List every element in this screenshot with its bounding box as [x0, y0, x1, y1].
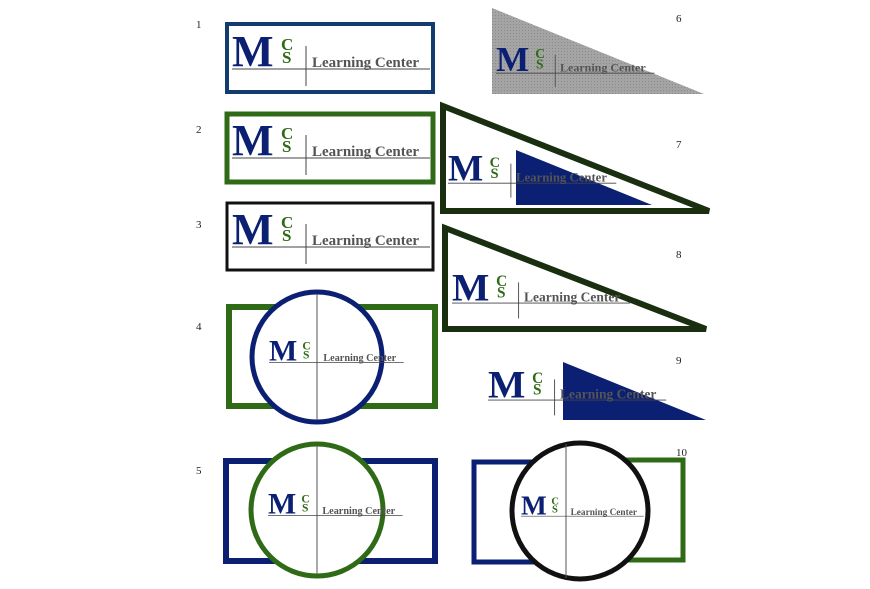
logo-letter-c: C [535, 46, 545, 61]
triangle [563, 362, 706, 420]
variant-number-7: 7 [676, 139, 682, 151]
variant-7-outlined-triangle-navy: M CS Learning Center [440, 101, 711, 214]
logo-letter-m: M [232, 205, 274, 254]
logo-letter-s: S [302, 501, 308, 514]
logo-tagline: Learning Center [312, 144, 419, 160]
logo-letter-m: M [521, 490, 547, 520]
triangle-outline [440, 101, 711, 214]
mcs-logo: M CS Learning Center [452, 265, 631, 319]
frame [225, 201, 435, 272]
mcs-logo: M CS Learning Center [488, 362, 667, 416]
logo-letter-s: S [491, 166, 499, 182]
logo-tagline: Learning Center [560, 61, 646, 75]
variant-number-4: 4 [196, 321, 202, 333]
mcs-logo: M CS Learning Center [269, 334, 404, 367]
frame-circle [509, 440, 651, 582]
mcs-logo: M CS Learning Center [496, 40, 655, 87]
logo-letter-c: C [281, 124, 293, 143]
mcs-logo: M CS Learning Center [521, 490, 644, 520]
logo-tagline: Learning Center [560, 386, 656, 401]
logo-letter-c: C [302, 340, 310, 353]
variant-2-green-rectangle: M CS Learning Center [224, 111, 436, 185]
logo-letter-s: S [533, 382, 542, 399]
logo-letter-m: M [496, 40, 529, 79]
logo-tagline: Learning Center [571, 508, 637, 518]
variant-1-blue-rectangle: M CS Learning Center [225, 22, 435, 94]
logo-letter-s: S [282, 48, 291, 67]
mcs-logo: M CS Learning Center [232, 27, 430, 86]
logo-letter-s: S [552, 504, 558, 515]
logo-tagline: Learning Center [312, 233, 419, 249]
logo-letter-s: S [536, 56, 544, 71]
variant-3-black-rectangle: M CS Learning Center [225, 201, 435, 272]
triangle-fill [516, 150, 652, 205]
logo-letter-m: M [268, 487, 296, 520]
logo-letter-c: C [281, 35, 293, 54]
variant-number-1: 1 [196, 19, 202, 31]
logo-tagline: Learning Center [323, 353, 396, 364]
mcs-logo: M CS Learning Center [232, 116, 430, 175]
logo-letter-m: M [269, 334, 297, 367]
logo-letter-c: C [301, 493, 309, 506]
triangle-outline [442, 223, 708, 332]
logo-letter-m: M [232, 27, 274, 76]
logo-letter-c: C [532, 370, 543, 387]
variant-10-rects-black-circle: M CS Learning Center [471, 440, 686, 582]
logo-tagline: Learning Center [516, 170, 607, 184]
variant-8-outlined-triangle: M CS Learning Center [442, 223, 708, 332]
mcs-logo: M CS Learning Center [448, 149, 617, 198]
variant-number-8: 8 [676, 249, 682, 261]
logo-letter-m: M [232, 116, 274, 165]
logo-tagline: Learning Center [312, 55, 419, 71]
mcs-logo: M CS Learning Center [232, 205, 430, 264]
variant-number-10: 10 [676, 447, 688, 459]
logo-letter-c: C [490, 155, 500, 171]
variant-number-3: 3 [196, 219, 202, 231]
logo-letter-c: C [281, 213, 293, 232]
variant-5-navy-rect-green-circle: M CS Learning Center [223, 441, 438, 579]
variant-number-5: 5 [196, 465, 202, 477]
frame [225, 22, 435, 94]
logo-letter-c: C [551, 496, 559, 507]
logo-letter-m: M [452, 265, 489, 309]
variant-number-9: 9 [676, 355, 682, 367]
variant-number-6: 6 [676, 13, 682, 25]
triangle [492, 8, 704, 94]
logo-letter-s: S [497, 285, 506, 302]
logo-letter-s: S [282, 137, 291, 156]
frame [224, 111, 436, 185]
variant-number-2: 2 [196, 124, 202, 136]
logo-letter-s: S [282, 226, 291, 245]
mcs-logo: M CS Learning Center [268, 487, 403, 520]
variant-6-gray-triangle: M CS Learning Center [492, 8, 704, 94]
logo-letter-c: C [496, 273, 507, 290]
logo-tagline: Learning Center [524, 289, 620, 304]
variant-9-navy-triangle: M CS Learning Center [488, 362, 706, 420]
variant-4-green-rect-navy-circle: M CS Learning Center [226, 289, 438, 425]
logo-letter-m: M [488, 362, 525, 406]
logo-tagline: Learning Center [322, 506, 395, 517]
logo-letter-s: S [303, 348, 309, 361]
